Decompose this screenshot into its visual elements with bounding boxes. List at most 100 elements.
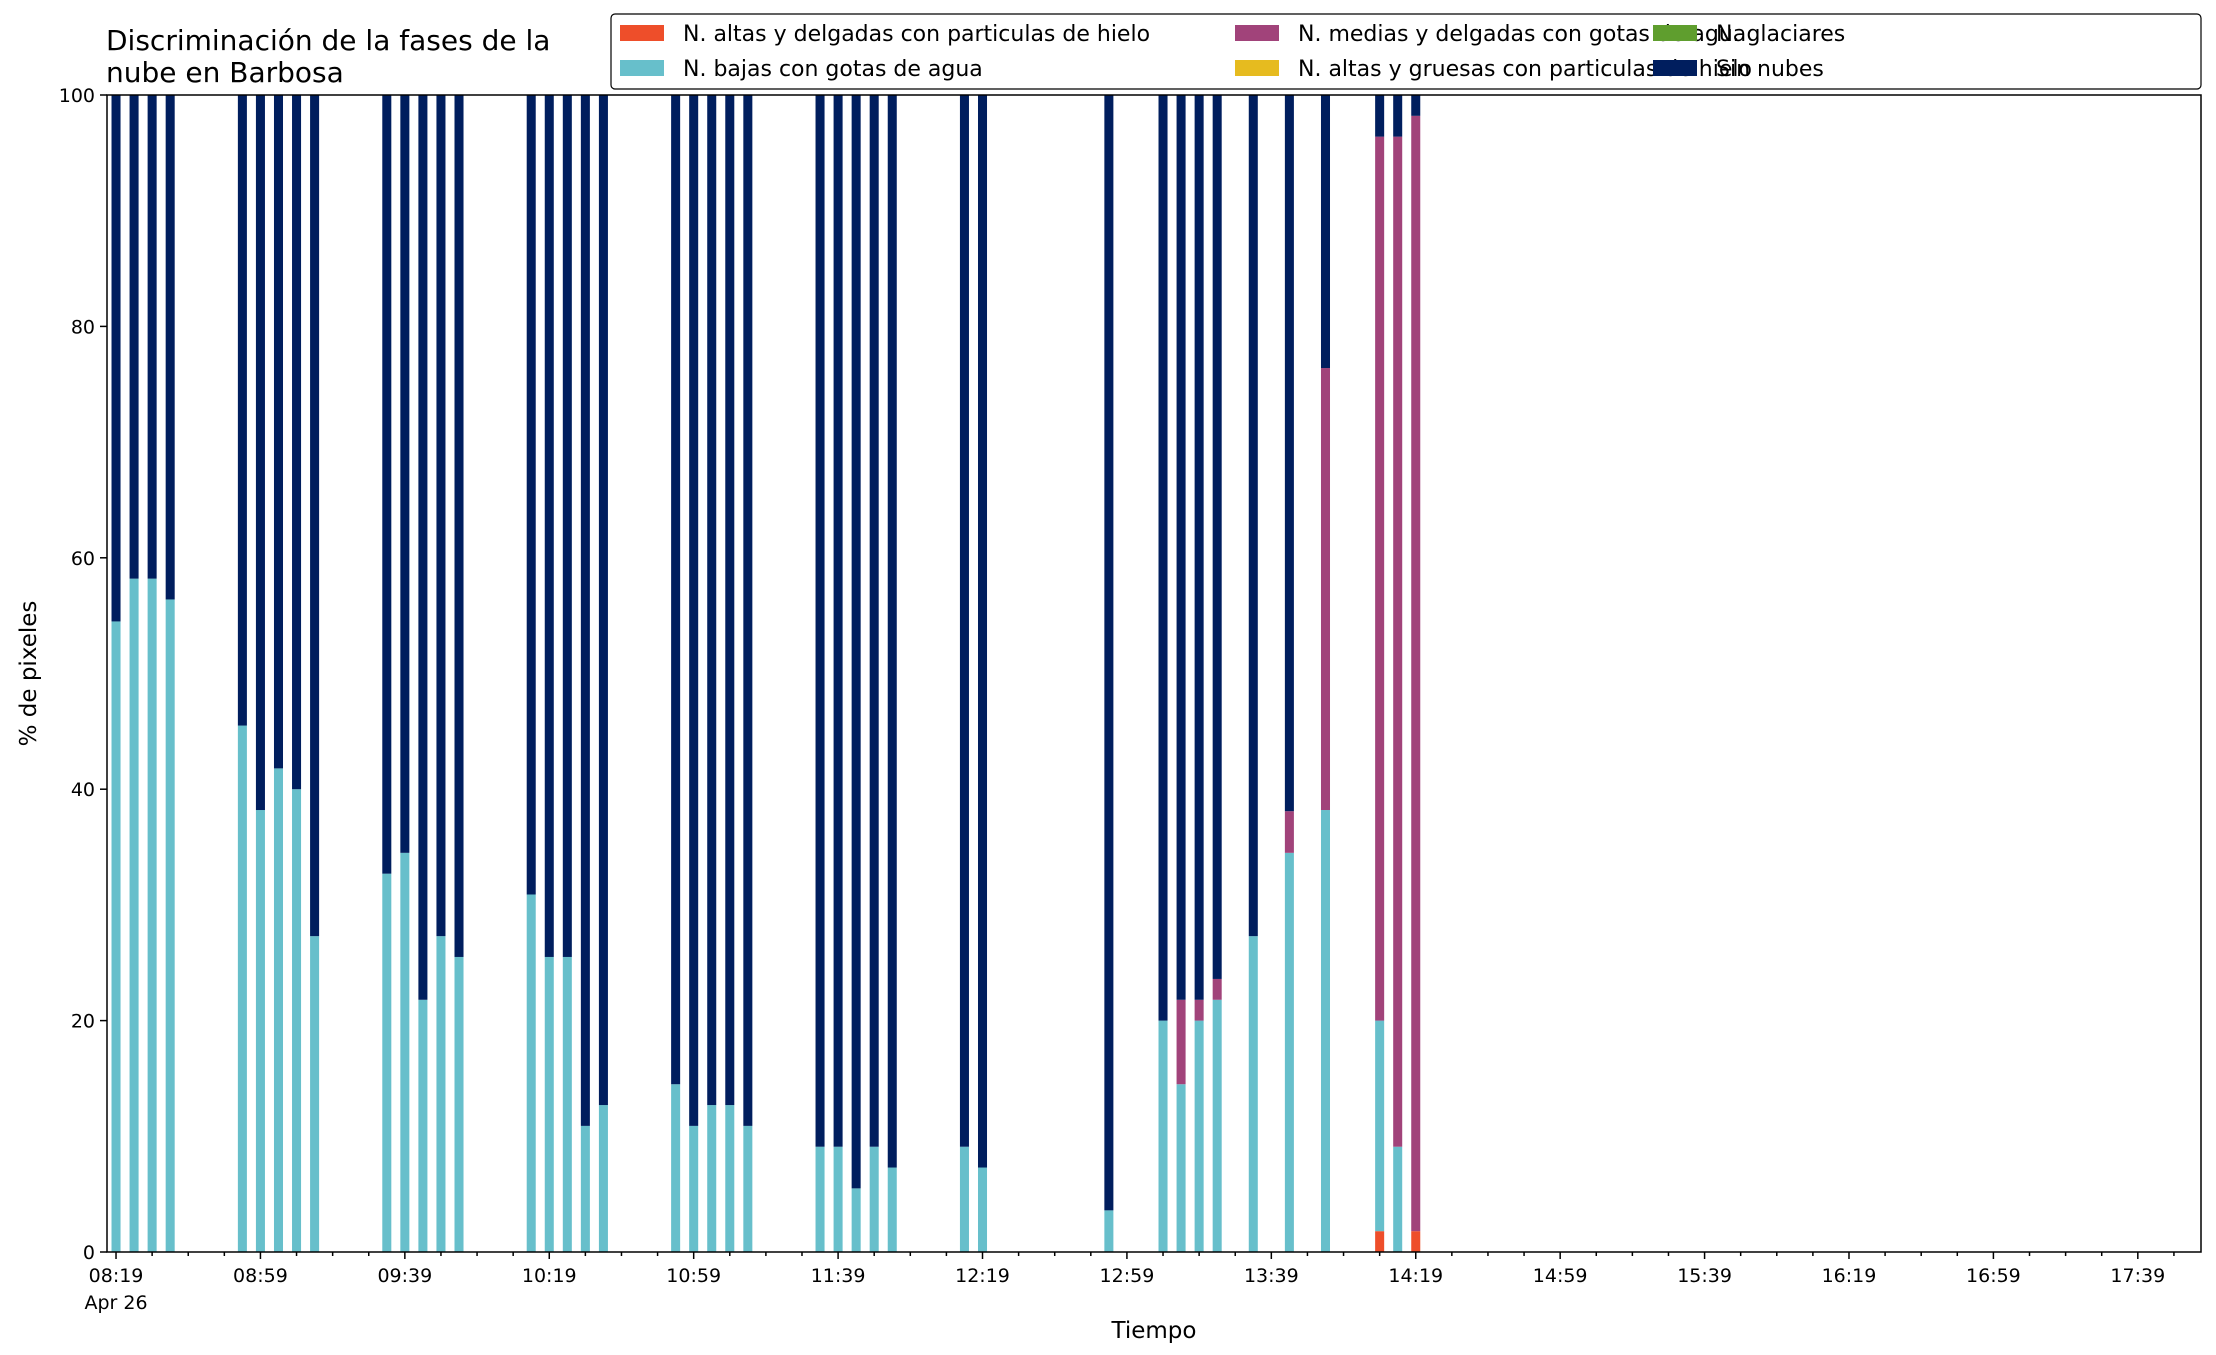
bar-segment (743, 95, 753, 1126)
bar-segment (129, 95, 139, 579)
bar-segment (454, 95, 464, 957)
bar-segment (418, 999, 428, 1252)
bar-segment (833, 1146, 843, 1252)
bar-segment (1194, 1020, 1204, 1252)
legend: N. altas y delgadas con particulas de hi… (610, 13, 2202, 90)
bar-segment (237, 725, 247, 1252)
bar-segment (544, 95, 554, 957)
legend-swatch (1235, 60, 1279, 76)
bar-segment (959, 1146, 969, 1252)
bar-segment (255, 95, 265, 811)
bar-segment (1104, 1210, 1114, 1252)
bar-segment (382, 873, 392, 1252)
bar-segment (959, 95, 969, 1147)
bar-segment (273, 95, 284, 769)
bar-segment (1158, 1020, 1168, 1252)
x-tick-label: 14:59 (1533, 1265, 1588, 1287)
bar-segment (869, 95, 879, 1147)
bar-segment (887, 95, 897, 1168)
bar-segment (1194, 95, 1204, 1000)
bar-segment (111, 95, 121, 622)
bar-segment (1320, 368, 1331, 811)
bar-segment (544, 956, 554, 1252)
bar-segment (707, 95, 717, 1106)
bar-segment (454, 956, 464, 1252)
legend-swatch (1653, 25, 1697, 41)
bar-segment (1411, 1231, 1421, 1252)
bar-segment (1248, 95, 1258, 937)
legend-swatch (1653, 60, 1697, 76)
bar-segment (598, 95, 608, 1106)
bar-segment (1284, 811, 1294, 853)
bars (111, 95, 1421, 1252)
legend-box (610, 13, 2202, 90)
bar-segment (1393, 136, 1403, 1147)
bar-segment (147, 95, 157, 579)
bar-segment (977, 1167, 988, 1252)
bar-segment (725, 95, 735, 1106)
bar-segment (1176, 999, 1186, 1085)
bar-segment (1411, 115, 1421, 1232)
x-axis-title: Tiempo (1111, 1318, 1197, 1344)
legend-swatch (620, 25, 664, 41)
y-tick-label: 80 (71, 316, 95, 338)
x-tick-label: 16:19 (1822, 1265, 1877, 1287)
x-tick-label: 08:19 (89, 1265, 144, 1287)
bar-segment (1212, 999, 1222, 1252)
bar-segment (671, 95, 681, 1085)
legend-swatch (620, 60, 664, 76)
axes: 0 20 40 60 80 100 08:19 08:59 09:39 10:19 10:59 11:… (16, 85, 2202, 1344)
x-tick-label: 10:19 (522, 1265, 577, 1287)
bar-segment (1284, 852, 1294, 1252)
bar-segment (165, 599, 175, 1252)
bar-segment (1375, 95, 1385, 137)
bar-segment (815, 95, 825, 1147)
y-axis-title: % de pixeles (16, 601, 42, 747)
x-tick-label: 17:39 (2110, 1265, 2165, 1287)
bar-segment (833, 95, 843, 1147)
legend-label: Sin nubes (1716, 57, 1824, 82)
bar-segment (400, 95, 410, 853)
x-tick-label: 09:39 (377, 1265, 432, 1287)
bar-segment (580, 95, 590, 1126)
bar-segment (671, 1084, 681, 1252)
bar-segment (580, 1125, 590, 1252)
bar-segment (725, 1105, 735, 1252)
bar-segment (273, 768, 284, 1252)
bar-segment (526, 95, 536, 895)
x-tick-label: 11:39 (811, 1265, 866, 1287)
x-tick-label: 16:59 (1966, 1265, 2021, 1287)
bar-segment (382, 95, 392, 874)
bar-segment (292, 789, 302, 1252)
y-tick-label: 60 (71, 548, 95, 570)
bar-segment (851, 95, 861, 1189)
bar-segment (1158, 95, 1168, 1021)
bar-segment (689, 1125, 699, 1252)
bar-segment (111, 621, 121, 1252)
bar-segment (165, 95, 175, 600)
x-tick-label: 10:59 (666, 1265, 721, 1287)
bar-segment (1411, 95, 1421, 116)
bar-segment (436, 95, 446, 937)
bar-segment (1393, 95, 1403, 137)
bar-segment (598, 1105, 608, 1252)
bar-segment (815, 1146, 825, 1252)
bar-segment (887, 1167, 897, 1252)
bar-segment (237, 95, 247, 726)
bar-segment (1320, 95, 1331, 369)
bar-segment (292, 95, 302, 790)
legend-label: N. glaciares (1716, 22, 1845, 47)
bar-segment (310, 936, 320, 1252)
bar-segment (851, 1188, 861, 1252)
bar-segment (1393, 1146, 1403, 1252)
bar-segment (129, 578, 139, 1252)
chart-title-line: Discriminación de la fases de la (106, 24, 550, 57)
bar-segment (255, 810, 265, 1252)
x-date-label: Apr 26 (84, 1292, 147, 1314)
bar-segment (526, 894, 536, 1252)
bar-segment (562, 95, 572, 957)
bar-segment (1375, 1231, 1385, 1252)
bar-segment (977, 95, 988, 1168)
